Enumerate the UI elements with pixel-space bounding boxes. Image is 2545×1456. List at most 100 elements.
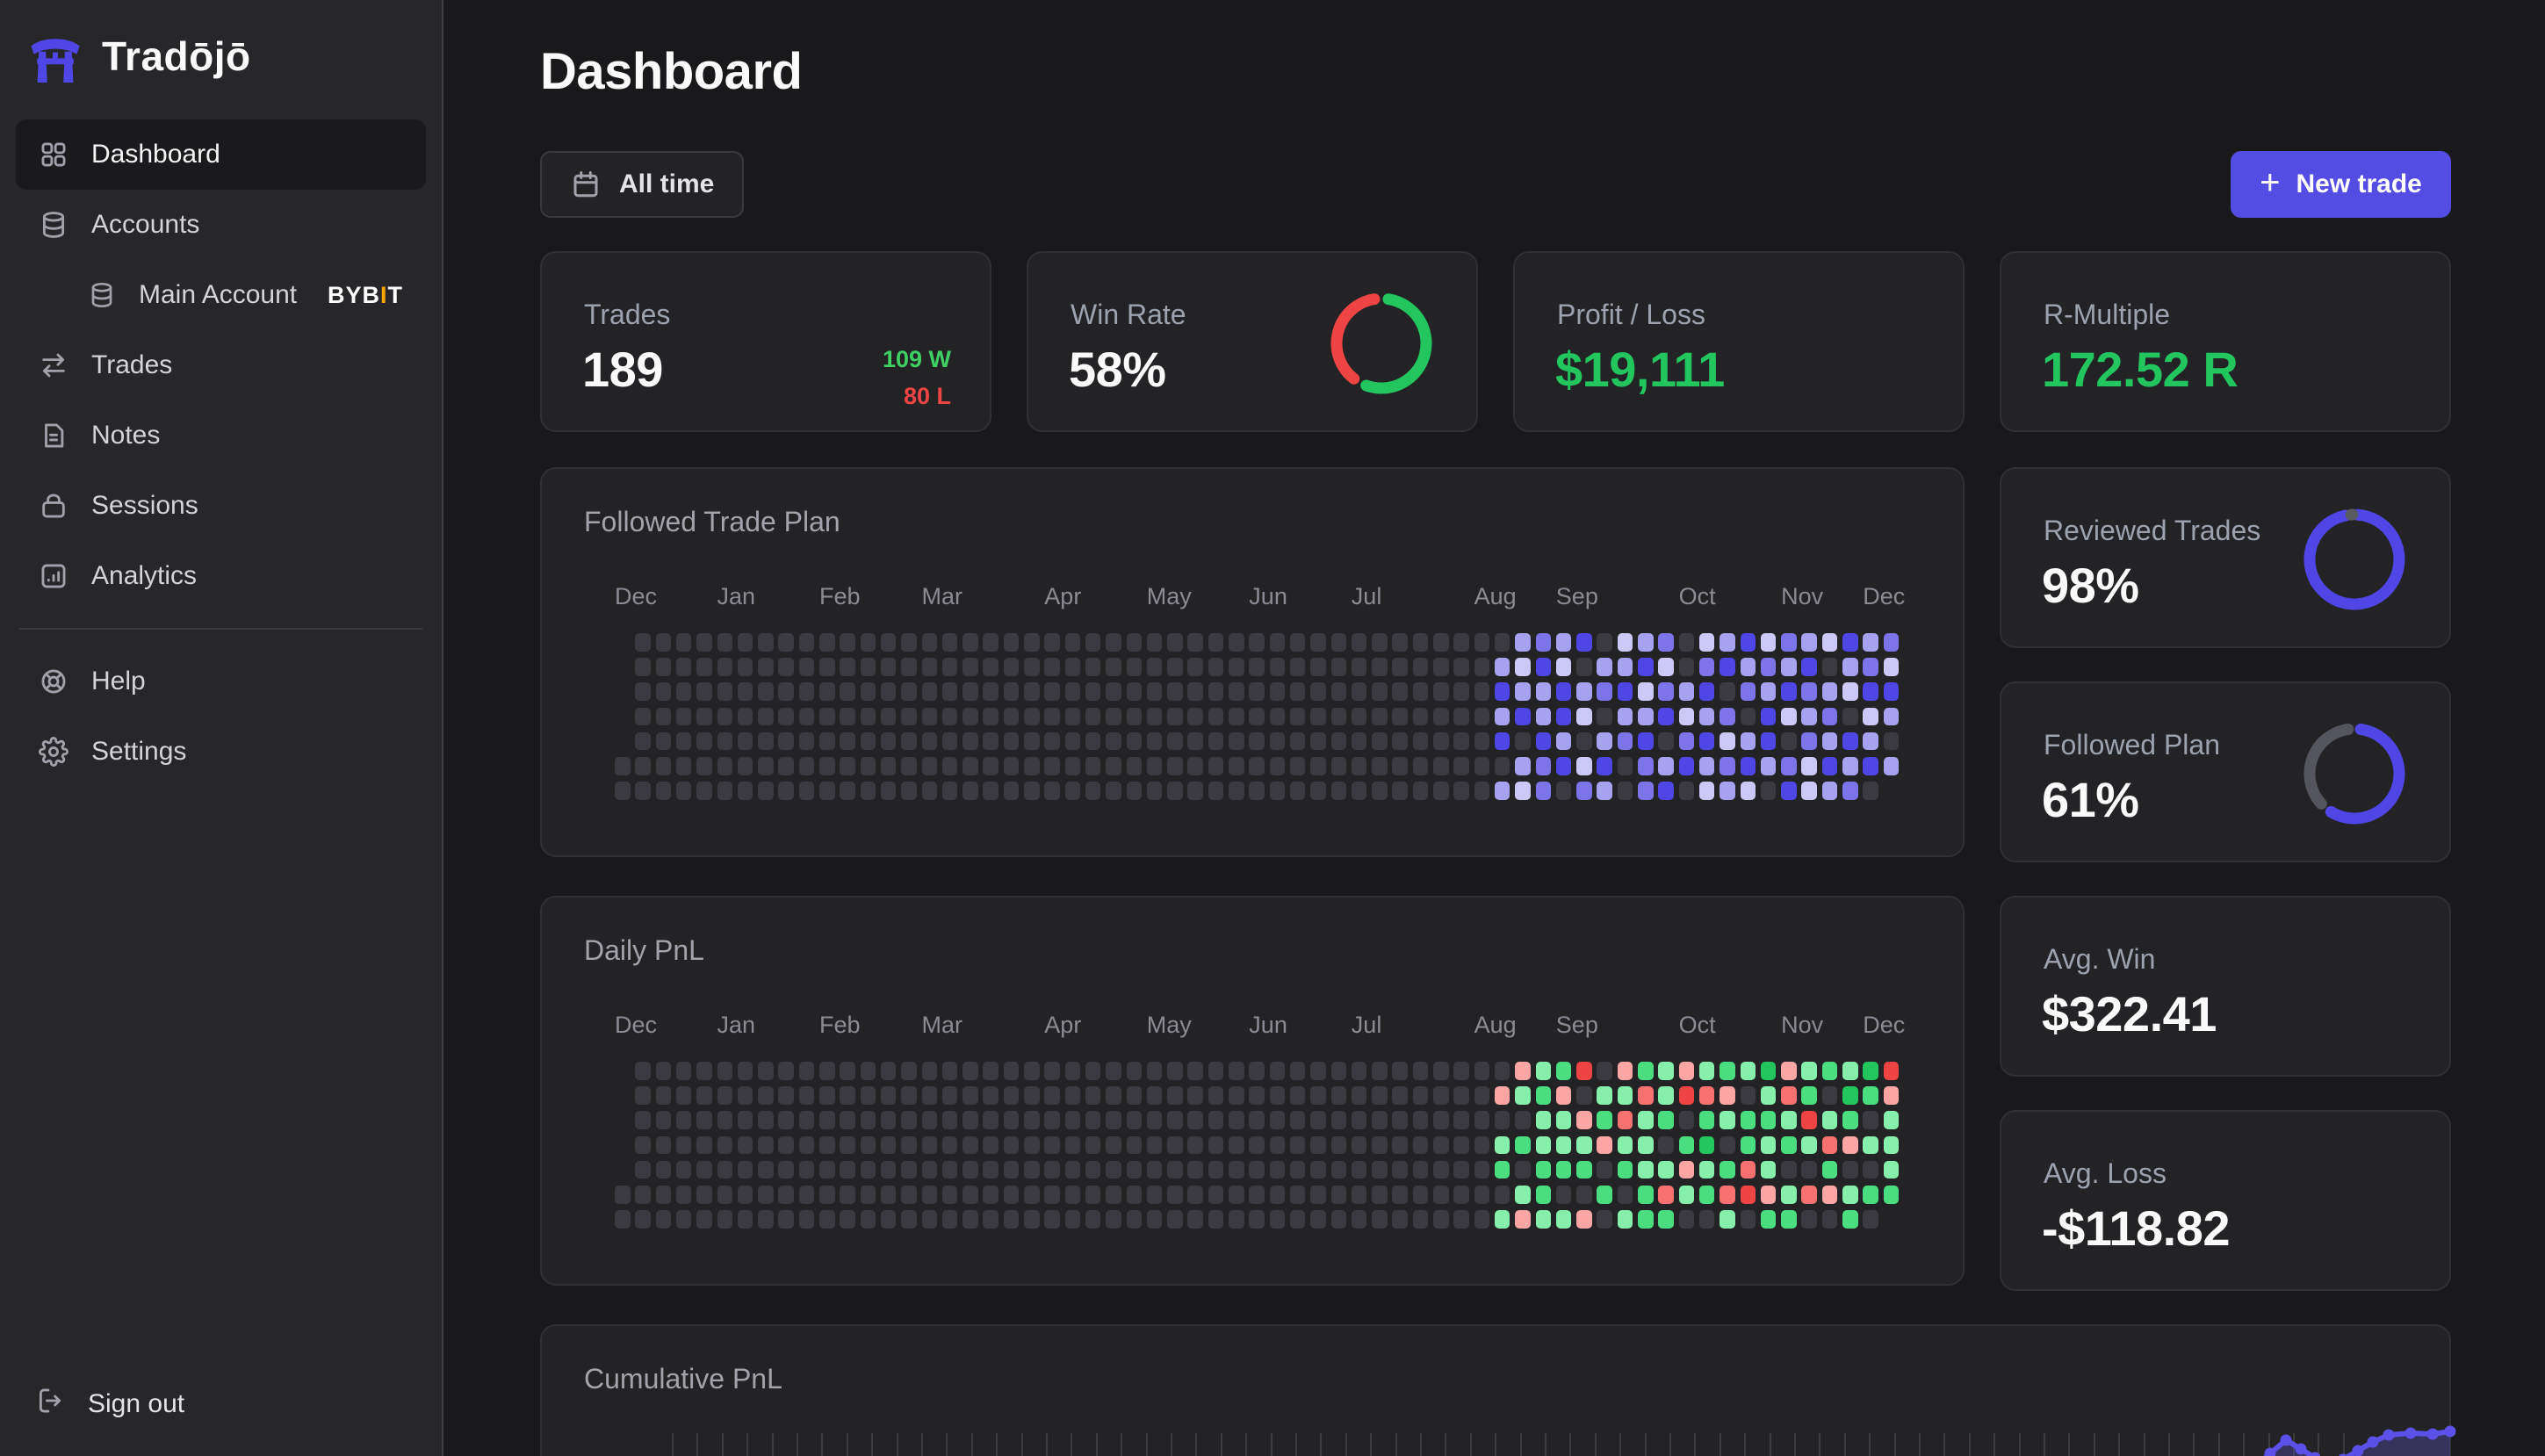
month-label: Nov [1781, 583, 1824, 609]
month-label: Apr [1044, 1012, 1082, 1038]
axis-tick [797, 1433, 798, 1456]
heatmap-cell [921, 1086, 937, 1105]
heatmap-cell [1412, 658, 1429, 676]
heatmap-cell [1269, 682, 1286, 701]
heatmap-cell [1208, 682, 1224, 701]
heatmap-cell [1269, 1186, 1286, 1204]
month-label: Jan [717, 1012, 756, 1038]
followed-trade-plan-card: Followed Trade Plan Dec Jan Feb Mar Apr May Ju… [540, 467, 1965, 857]
heatmap-cell [1555, 707, 1572, 726]
axis-tick [1121, 1433, 1123, 1456]
heatmap-cell [1003, 682, 1020, 701]
heatmap-cell [1351, 1160, 1367, 1179]
heatmap-cell [1883, 1160, 1900, 1179]
sidebar-item-notes[interactable]: Notes [16, 400, 426, 471]
sidebar-item-main-account[interactable]: Main Account BYBIT [16, 260, 426, 330]
heatmap-cell [1310, 1186, 1326, 1204]
heatmap-cell [1474, 1160, 1490, 1179]
heatmap-cell [1535, 1062, 1551, 1080]
heatmap-cell [1085, 1062, 1101, 1080]
month-label: Jun [1249, 1012, 1287, 1038]
heatmap-cell [1167, 633, 1183, 652]
heatmap-cell [635, 1160, 651, 1179]
heatmap-cell [778, 1135, 794, 1155]
sign-out-button[interactable]: Sign out [35, 1386, 184, 1423]
heatmap-cell [1229, 633, 1244, 652]
heatmap-cell [1740, 1135, 1756, 1155]
heatmap-cell [696, 633, 712, 652]
heatmap-cell [819, 633, 835, 652]
heatmap-cell [758, 757, 774, 775]
sidebar-item-trades[interactable]: Trades [16, 330, 426, 400]
sidebar-item-help[interactable]: Help [16, 646, 426, 717]
heatmap-cell [1494, 1062, 1510, 1080]
heatmap-cell [1740, 1210, 1756, 1229]
heatmap-cell [1412, 633, 1429, 652]
heatmap-cell [1698, 732, 1715, 751]
heatmap-cell [1555, 1210, 1572, 1229]
axis-tick [1195, 1433, 1198, 1456]
axis-tick [1469, 1433, 1472, 1456]
heatmap-cell [1515, 682, 1531, 701]
heatmap-cell [1064, 1086, 1081, 1105]
sidebar-item-analytics[interactable]: Analytics [16, 541, 426, 611]
reviewed-trades-card: Reviewed Trades 98% [2000, 467, 2451, 648]
heatmap-cell [1126, 1111, 1142, 1129]
heatmap-cell [1392, 782, 1408, 800]
heatmap-cell [1494, 1111, 1510, 1129]
heatmap-cell [1187, 732, 1203, 751]
heatmap-cell [1842, 1160, 1858, 1179]
heatmap-cell [860, 707, 876, 726]
heatmap-cell [1821, 633, 1838, 652]
heatmap-cell [1208, 732, 1224, 751]
heatmap-cell [1842, 633, 1858, 652]
heatmap-cell [1064, 1062, 1081, 1080]
heatmap-cell [1576, 1111, 1592, 1129]
heatmap-cell [1208, 633, 1224, 652]
heatmap-cell [819, 682, 835, 701]
heatmap-cell [1289, 757, 1306, 775]
heatmap-cell [1351, 682, 1367, 701]
heatmap-cell [1229, 1135, 1244, 1155]
heatmap-cell [880, 732, 897, 751]
sidebar-item-sessions[interactable]: Sessions [16, 471, 426, 541]
heatmap-cell [696, 1135, 712, 1155]
date-range-label: All time [619, 169, 715, 198]
heatmap-cell [1229, 1210, 1244, 1229]
heatmap-cell [1412, 682, 1429, 701]
sidebar-item-settings[interactable]: Settings [16, 717, 426, 787]
heatmap-cell [1146, 658, 1163, 676]
heatmap-cell [840, 1111, 855, 1129]
heatmap-cell [1330, 1210, 1346, 1229]
heatmap-cell [1453, 633, 1469, 652]
heatmap-cell [880, 782, 897, 800]
heatmap-cell [717, 682, 732, 701]
heatmap-cell [1310, 732, 1326, 751]
heatmap-cell [1658, 1086, 1674, 1105]
heatmap-cell [1781, 1160, 1797, 1179]
cumulative-pnl-line-chart [2262, 1425, 2456, 1456]
heatmap-cell [717, 707, 732, 726]
sidebar-item-dashboard[interactable]: Dashboard [16, 119, 426, 190]
heatmap-cell [1863, 1111, 1878, 1129]
axis-tick [2068, 1433, 2071, 1456]
sidebar-item-accounts[interactable]: Accounts [16, 190, 426, 260]
heatmap-cell [1146, 1186, 1163, 1204]
heatmap-cell [615, 1210, 631, 1229]
axis-tick [721, 1433, 724, 1456]
heatmap-cell [717, 1135, 732, 1155]
date-range-filter-button[interactable]: All time [540, 151, 745, 218]
new-trade-button[interactable]: + New trade [2231, 151, 2451, 218]
heatmap-cell [1229, 1160, 1244, 1179]
heatmap-cell [1106, 1135, 1121, 1155]
heatmap-cell [1494, 1160, 1510, 1179]
heatmap-cell [778, 633, 794, 652]
heatmap-cell [941, 1135, 958, 1155]
heatmap-cell [1085, 732, 1101, 751]
axis-tick [2168, 1433, 2170, 1456]
heatmap-cell [1187, 633, 1203, 652]
heatmap-cell [1064, 1186, 1081, 1204]
heatmap-cell [921, 782, 937, 800]
heatmap-cell [1801, 682, 1817, 701]
axis-tick [746, 1433, 749, 1456]
